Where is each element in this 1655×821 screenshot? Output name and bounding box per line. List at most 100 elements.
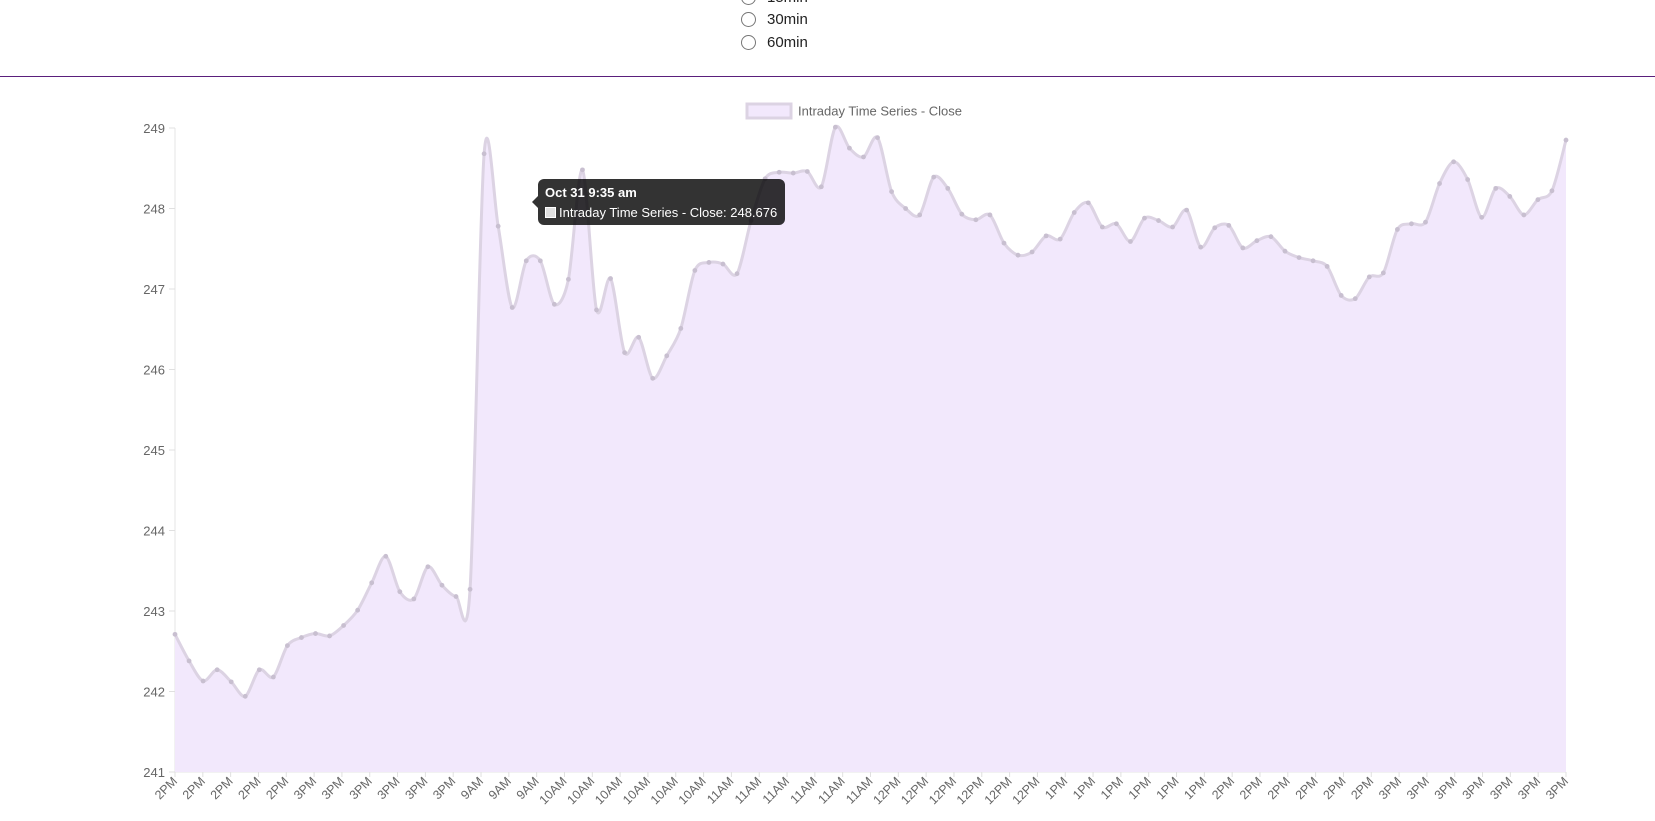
data-point[interactable]	[889, 189, 894, 194]
data-point[interactable]	[1015, 252, 1021, 258]
data-point[interactable]	[1549, 188, 1555, 194]
data-point[interactable]	[1085, 200, 1091, 206]
data-point[interactable]	[523, 258, 529, 264]
interval-option-30min[interactable]: 30min	[741, 9, 808, 32]
data-point[interactable]	[622, 350, 628, 355]
data-point[interactable]	[439, 582, 445, 588]
data-point[interactable]	[355, 607, 361, 613]
data-point[interactable]	[1423, 219, 1428, 225]
data-point[interactable]	[917, 212, 923, 218]
radio-button[interactable]	[741, 34, 756, 50]
data-point[interactable]	[1184, 207, 1190, 213]
data-point[interactable]	[1507, 194, 1513, 199]
data-point[interactable]	[1521, 212, 1527, 218]
data-point[interactable]	[1170, 224, 1175, 230]
data-point[interactable]	[1099, 224, 1105, 230]
legend[interactable]: Intraday Time Series - Close	[745, 102, 962, 120]
data-point[interactable]	[945, 185, 951, 191]
data-point[interactable]	[608, 276, 613, 281]
data-point[interactable]	[453, 594, 459, 599]
data-point[interactable]	[776, 169, 782, 175]
data-point[interactable]	[861, 154, 866, 160]
data-point[interactable]	[664, 353, 670, 359]
data-point[interactable]	[509, 305, 515, 310]
data-point[interactable]	[1409, 221, 1414, 227]
data-point[interactable]	[1128, 239, 1133, 244]
data-point[interactable]	[1465, 177, 1471, 182]
data-point[interactable]	[1437, 181, 1442, 186]
data-point[interactable]	[1366, 274, 1372, 280]
data-point[interactable]	[1282, 248, 1288, 254]
data-point[interactable]	[931, 174, 937, 180]
data-point[interactable]	[200, 678, 206, 684]
data-point[interactable]	[818, 184, 824, 190]
data-point[interactable]	[1071, 210, 1077, 215]
data-point[interactable]	[1451, 159, 1456, 165]
data-point[interactable]	[1254, 238, 1260, 244]
data-point[interactable]	[214, 667, 220, 673]
data-point[interactable]	[186, 658, 192, 664]
data-point[interactable]	[959, 211, 965, 217]
data-point[interactable]	[467, 586, 473, 592]
data-point[interactable]	[1563, 137, 1569, 143]
data-point[interactable]	[1240, 245, 1246, 251]
data-point[interactable]	[720, 261, 726, 267]
data-point[interactable]	[734, 271, 740, 277]
data-point[interactable]	[397, 589, 403, 595]
data-point[interactable]	[242, 693, 248, 699]
data-point[interactable]	[973, 217, 979, 223]
data-point[interactable]	[804, 169, 810, 174]
data-point[interactable]	[566, 276, 571, 282]
data-point[interactable]	[580, 167, 585, 173]
data-point[interactable]	[1029, 249, 1035, 255]
data-point[interactable]	[1156, 218, 1161, 223]
data-point[interactable]	[299, 635, 304, 640]
data-point[interactable]	[1479, 214, 1485, 220]
data-point[interactable]	[313, 631, 318, 636]
data-point[interactable]	[1226, 223, 1232, 228]
data-point[interactable]	[1394, 227, 1400, 232]
data-point[interactable]	[551, 301, 557, 307]
data-point[interactable]	[1535, 197, 1541, 203]
data-point[interactable]	[411, 596, 417, 602]
data-point[interactable]	[1493, 185, 1499, 191]
data-point[interactable]	[1001, 240, 1007, 246]
data-point[interactable]	[1324, 264, 1330, 269]
data-point[interactable]	[706, 260, 712, 265]
radio-button[interactable]	[741, 12, 756, 28]
data-point[interactable]	[1198, 244, 1204, 250]
data-point[interactable]	[1142, 215, 1147, 221]
data-point[interactable]	[1268, 234, 1274, 240]
interval-option-15min[interactable]: 15min	[741, 0, 808, 9]
data-point[interactable]	[172, 631, 178, 637]
data-point[interactable]	[1380, 270, 1386, 276]
data-point[interactable]	[369, 580, 375, 586]
data-point[interactable]	[1352, 296, 1358, 302]
data-point[interactable]	[327, 633, 332, 639]
data-point[interactable]	[987, 212, 993, 218]
data-point[interactable]	[1043, 233, 1049, 239]
data-point[interactable]	[636, 334, 642, 340]
data-point[interactable]	[650, 375, 656, 381]
data-point[interactable]	[1310, 258, 1316, 264]
data-point[interactable]	[692, 268, 698, 273]
data-point[interactable]	[495, 223, 501, 229]
data-point[interactable]	[228, 679, 234, 685]
data-point[interactable]	[270, 674, 276, 680]
data-point[interactable]	[285, 643, 290, 649]
data-point[interactable]	[425, 564, 431, 570]
data-point[interactable]	[537, 258, 543, 264]
data-point[interactable]	[903, 206, 909, 211]
data-point[interactable]	[341, 623, 347, 628]
data-point[interactable]	[1212, 225, 1218, 231]
data-point[interactable]	[678, 326, 684, 331]
data-point[interactable]	[1296, 255, 1302, 261]
interval-option-60min[interactable]: 60min	[741, 31, 808, 54]
data-point[interactable]	[1113, 221, 1119, 227]
data-point[interactable]	[383, 553, 389, 559]
data-point[interactable]	[1057, 236, 1063, 242]
data-point[interactable]	[847, 145, 852, 151]
data-point[interactable]	[875, 135, 880, 141]
data-point[interactable]	[832, 124, 838, 130]
data-point[interactable]	[256, 667, 262, 673]
